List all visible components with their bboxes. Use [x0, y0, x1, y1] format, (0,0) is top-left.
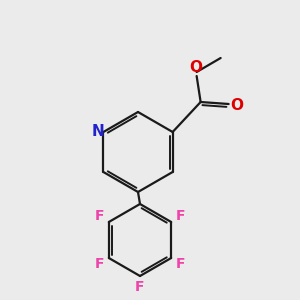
Text: O: O	[189, 61, 202, 76]
Text: F: F	[176, 256, 185, 271]
Text: O: O	[230, 98, 243, 112]
Text: F: F	[135, 280, 145, 294]
Text: F: F	[94, 209, 104, 224]
Text: F: F	[176, 209, 185, 224]
Text: N: N	[92, 124, 105, 139]
Text: F: F	[94, 256, 104, 271]
